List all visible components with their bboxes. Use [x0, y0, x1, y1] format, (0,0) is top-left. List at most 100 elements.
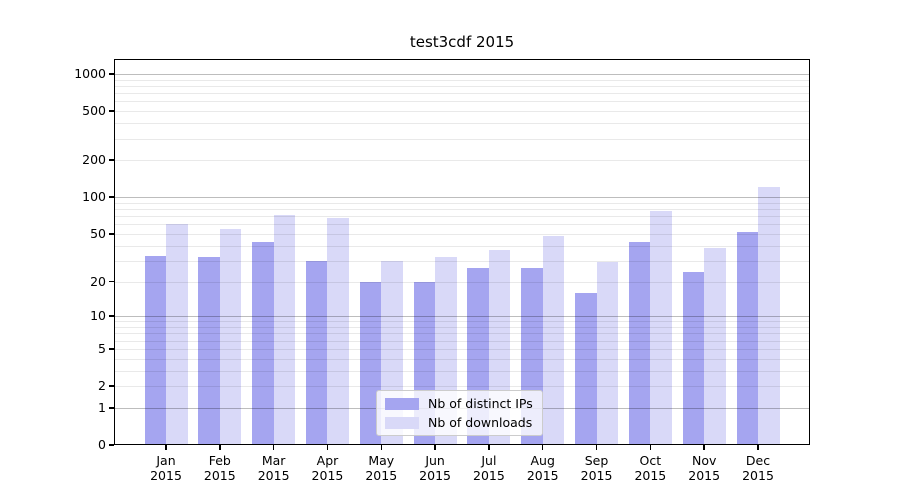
legend-item-distinct-ips: Nb of distinct IPs	[385, 396, 533, 411]
bar-nov-downloads	[704, 248, 726, 445]
gridline-minor	[114, 216, 810, 218]
legend-label-distinct-ips: Nb of distinct IPs	[428, 396, 533, 411]
bar-aug-downloads	[542, 236, 565, 445]
y-tick-label: 1000	[74, 66, 106, 81]
gridline-major	[114, 74, 810, 75]
gridline-minor	[114, 79, 810, 81]
bar-may-distinct-ips	[359, 281, 382, 445]
y-tick-label: 200	[82, 152, 106, 168]
gridline-minor	[114, 123, 810, 125]
x-tick-label: Oct 2015	[634, 453, 667, 483]
gridline-minor	[114, 138, 810, 140]
x-tick	[380, 445, 383, 450]
x-tick	[595, 445, 598, 450]
bar-feb-downloads	[219, 228, 242, 445]
bar-nov-distinct-ips	[682, 272, 705, 445]
x-tick	[165, 445, 167, 450]
legend-swatch-distinct-ips	[385, 397, 419, 410]
x-tick	[272, 445, 275, 450]
y-tick	[109, 315, 114, 317]
y-tick-label: 100	[82, 189, 106, 205]
bar-sep-downloads	[596, 262, 619, 445]
bar-mar-distinct-ips	[252, 241, 274, 445]
gridline-minor	[114, 327, 810, 328]
gridline-minor	[114, 202, 810, 204]
bar-jan-distinct-ips	[144, 255, 166, 445]
y-tick-label: 2	[98, 378, 106, 393]
gridline-minor	[114, 93, 810, 95]
x-tick-label: Dec 2015	[742, 453, 774, 483]
legend-label-downloads: Nb of downloads	[428, 415, 533, 430]
y-tick	[109, 196, 114, 198]
gridline-minor	[114, 245, 810, 247]
gridline-minor	[114, 333, 810, 335]
bar-apr-distinct-ips	[305, 260, 328, 445]
gridline-minor	[114, 260, 810, 262]
y-tick-label: 50	[90, 225, 106, 241]
x-tick-label: May 2015	[365, 453, 398, 483]
x-tick-label: Mar 2015	[257, 453, 290, 483]
gridline-minor	[114, 348, 810, 350]
x-tick	[757, 445, 759, 450]
gridline-minor	[114, 101, 810, 103]
gridline-minor	[114, 370, 810, 372]
y-tick-label: 0	[98, 437, 106, 452]
gridline-minor	[114, 233, 810, 235]
y-tick	[109, 385, 114, 387]
gridline-minor	[114, 321, 810, 323]
y-tick-label: 5	[98, 340, 106, 356]
gridline-minor	[114, 160, 810, 162]
bar-jan-downloads	[166, 224, 188, 445]
y-tick	[109, 444, 114, 446]
bar-dec-distinct-ips	[736, 231, 758, 445]
y-tick	[109, 73, 114, 75]
x-tick-label: Feb 2015	[203, 453, 236, 483]
bar-oct-downloads	[650, 211, 672, 445]
bar-mar-downloads	[273, 214, 296, 445]
gridline-minor	[114, 85, 810, 87]
y-tick	[109, 348, 114, 350]
y-tick-label: 20	[90, 273, 106, 289]
bar-oct-distinct-ips	[628, 241, 651, 445]
gridline-minor	[114, 358, 810, 360]
x-tick-label: Jan 2015	[150, 453, 182, 483]
x-tick-label: Jul 2015	[473, 453, 505, 483]
bar-sep-distinct-ips	[575, 292, 597, 445]
bar-feb-distinct-ips	[198, 257, 220, 445]
x-tick-label: Apr 2015	[311, 453, 344, 483]
x-tick	[488, 445, 490, 450]
gridline-minor	[114, 209, 810, 211]
x-tick	[219, 445, 221, 450]
gridline-minor	[114, 340, 810, 342]
legend-swatch-downloads	[385, 416, 419, 429]
y-tick	[109, 280, 114, 283]
y-tick	[109, 407, 114, 409]
bar-apr-downloads	[327, 217, 349, 445]
x-tick	[649, 445, 652, 450]
y-tick-label: 10	[90, 308, 106, 324]
gridline-minor	[114, 386, 810, 387]
x-tick-label: Aug 2015	[526, 453, 559, 483]
x-tick-label: Sep 2015	[580, 453, 613, 483]
gridline-major	[114, 316, 810, 318]
chart-title: test3cdf 2015	[409, 33, 515, 51]
gridline-minor	[114, 111, 810, 113]
gridline-minor	[114, 281, 810, 283]
y-tick	[109, 233, 114, 235]
legend: Nb of distinct IPs Nb of downloads	[376, 390, 543, 436]
y-tick-label: 1	[98, 399, 106, 415]
gridline-minor	[114, 224, 810, 226]
y-tick	[109, 159, 114, 161]
y-tick	[109, 110, 114, 112]
x-tick-label: Nov 2015	[688, 453, 721, 483]
x-tick	[434, 445, 436, 450]
gridline-major	[114, 197, 810, 199]
bar-dec-downloads	[758, 187, 780, 445]
x-tick	[541, 445, 544, 450]
y-tick-label: 500	[82, 103, 106, 119]
x-tick-label: Jun 2015	[419, 453, 451, 483]
x-tick	[703, 445, 705, 450]
legend-item-downloads: Nb of downloads	[385, 415, 533, 430]
x-tick	[326, 445, 329, 450]
